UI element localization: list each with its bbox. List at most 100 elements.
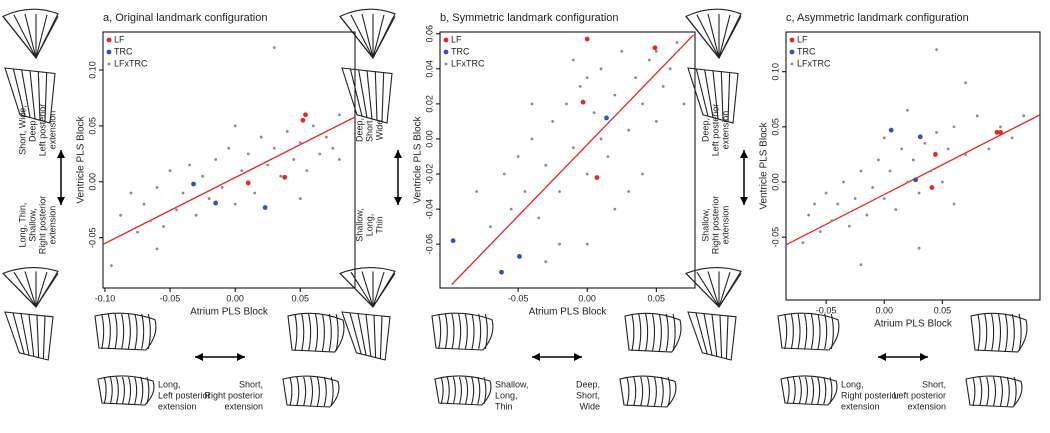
outline-ray — [20, 313, 30, 356]
outline-stripe — [451, 313, 455, 350]
point — [998, 129, 1003, 135]
point — [110, 264, 113, 268]
outline-ray — [381, 72, 385, 122]
outline-stripe — [798, 376, 802, 405]
point — [964, 81, 968, 85]
outline-shape — [777, 312, 840, 351]
outline-shape — [4, 67, 56, 124]
outline-stripe — [464, 313, 468, 350]
outline-stripe — [446, 376, 450, 405]
outline-ray — [42, 315, 46, 359]
annotation: Long, — [495, 390, 518, 400]
outline-ray — [696, 14, 720, 59]
point — [207, 197, 211, 200]
point — [929, 169, 933, 173]
point — [999, 125, 1002, 129]
outline-ray — [36, 315, 40, 358]
point — [641, 172, 644, 176]
annotation: Short, Wide, — [17, 105, 27, 155]
outline-ray — [704, 69, 714, 118]
y-tick-label: 0.02 — [424, 95, 434, 113]
outline-ray — [350, 14, 374, 59]
annotation: extension — [720, 111, 730, 150]
outline-ray — [2, 273, 37, 308]
point — [652, 45, 658, 51]
plot-area — [450, 34, 695, 285]
point — [888, 169, 892, 173]
outline-stripe — [109, 376, 113, 405]
outline-stripe — [1011, 313, 1015, 352]
point — [1010, 136, 1014, 140]
annotation: Short, — [576, 390, 600, 400]
point — [188, 163, 192, 167]
outline-stripe — [784, 313, 788, 350]
x-tick-label: -0.05 — [816, 305, 837, 315]
point — [450, 238, 456, 244]
outline-stripe — [665, 313, 669, 352]
outline-ray — [685, 16, 720, 59]
y-tick-label: 0.00 — [770, 173, 780, 191]
point — [489, 225, 492, 229]
arrow-head — [574, 353, 582, 361]
point — [272, 146, 276, 150]
arrow-head — [57, 197, 65, 205]
outline-ray — [358, 69, 368, 118]
outline-ray — [373, 315, 377, 358]
outline-stripe — [321, 313, 325, 352]
annotation: Long, — [158, 379, 181, 389]
point — [233, 202, 237, 206]
point — [300, 117, 306, 123]
x-axis-label: Atrium PLS Block — [529, 307, 608, 318]
outline-ray — [349, 68, 363, 117]
annotation: Wide — [579, 401, 600, 411]
point — [813, 202, 816, 206]
legend-marker — [789, 37, 795, 43]
point — [272, 46, 276, 50]
point — [571, 58, 575, 62]
annotation: Deep, — [27, 118, 37, 142]
outline-stripe — [301, 313, 305, 352]
y-tick-label: 0.05 — [770, 118, 780, 136]
point — [668, 67, 672, 71]
outline-stripe — [997, 313, 1002, 352]
point — [906, 108, 909, 112]
point — [824, 191, 828, 195]
outline-stripe — [484, 313, 488, 350]
y-tick-label: 0.04 — [424, 60, 434, 78]
outline-stripe — [114, 313, 118, 350]
outline-stripe — [638, 313, 642, 352]
point — [578, 84, 582, 88]
plot-frame — [102, 31, 356, 289]
outline-ray — [339, 273, 374, 308]
point — [213, 200, 219, 206]
outline-stripe — [633, 376, 637, 407]
outline-ray — [350, 271, 374, 308]
y-tick-label: -0.04 — [424, 199, 434, 220]
annotation: Long, — [364, 214, 374, 237]
outline-stripe — [134, 313, 138, 350]
point — [620, 49, 624, 53]
point — [298, 141, 302, 145]
outline-stripe — [146, 376, 150, 405]
point — [318, 152, 322, 156]
outline-ray — [712, 70, 719, 119]
chart-title: a, Original landmark configuration — [103, 12, 267, 24]
outline-shape — [97, 375, 155, 406]
point — [842, 180, 845, 184]
outline — [685, 267, 742, 308]
point — [647, 58, 651, 62]
outline-shape — [970, 312, 1028, 353]
outline-stripe — [115, 376, 119, 405]
point — [544, 260, 548, 264]
outline-stripe — [107, 313, 111, 350]
outline-shape — [434, 375, 492, 406]
outline-ray — [361, 271, 374, 308]
outline-stripe — [440, 376, 444, 405]
point — [604, 115, 609, 121]
point — [530, 137, 534, 141]
point — [882, 136, 886, 140]
outline-ray — [703, 313, 713, 356]
outline-ray — [718, 16, 742, 59]
point — [894, 208, 898, 211]
point — [888, 127, 894, 133]
